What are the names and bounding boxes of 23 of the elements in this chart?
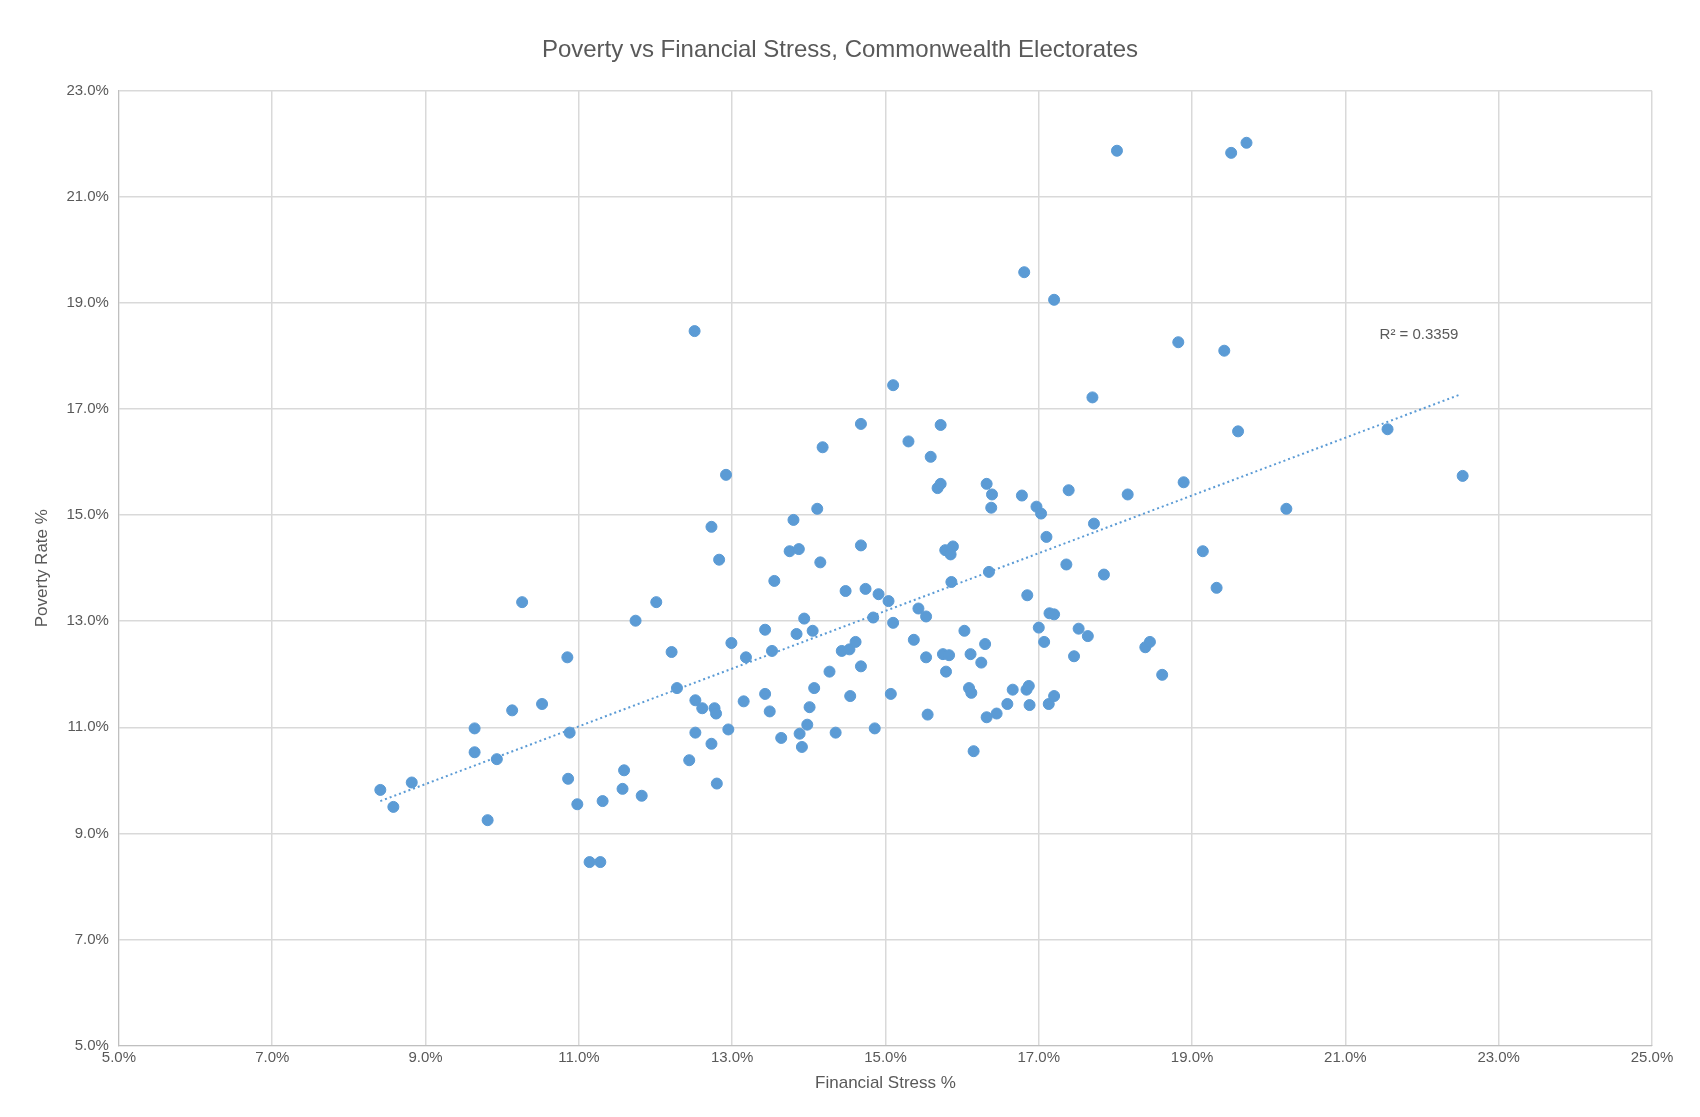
x-tick-label: 11.0% (558, 1047, 600, 1065)
y-tick-label: 21.0% (66, 187, 109, 205)
y-tick-label: 11.0% (67, 717, 109, 735)
x-tick-label: 9.0% (408, 1047, 443, 1065)
chart-title: Poverty vs Financial Stress, Commonwealth Electorates (541, 35, 1139, 63)
x-tick-label: 25.0% (1630, 1047, 1674, 1065)
annotation: R² = 0.3359 (1379, 324, 1459, 342)
y-tick-label: 13.0% (66, 611, 109, 629)
x-tick-label: 13.0% (710, 1047, 754, 1065)
y-axis-title: Poverty Rate % (31, 509, 51, 628)
x-tick-label: 21.0% (1324, 1047, 1367, 1065)
y-tick-label: 19.0% (66, 293, 109, 311)
y-tick-label: 15.0% (66, 505, 109, 523)
y-tick-label: 9.0% (74, 823, 109, 841)
x-tick-label: 23.0% (1477, 1047, 1520, 1065)
x-tick-label: 17.0% (1017, 1047, 1061, 1065)
x-axis-title: Financial Stress % (815, 1073, 956, 1093)
y-tick-label: 23.0% (66, 80, 109, 98)
y-tick-label: 7.0% (74, 929, 109, 947)
x-tick-label: 15.0% (864, 1047, 907, 1065)
x-tick-label: 7.0% (255, 1047, 290, 1065)
y-tick-label: 17.0% (66, 399, 109, 417)
x-tick-label: 19.0% (1170, 1047, 1214, 1065)
